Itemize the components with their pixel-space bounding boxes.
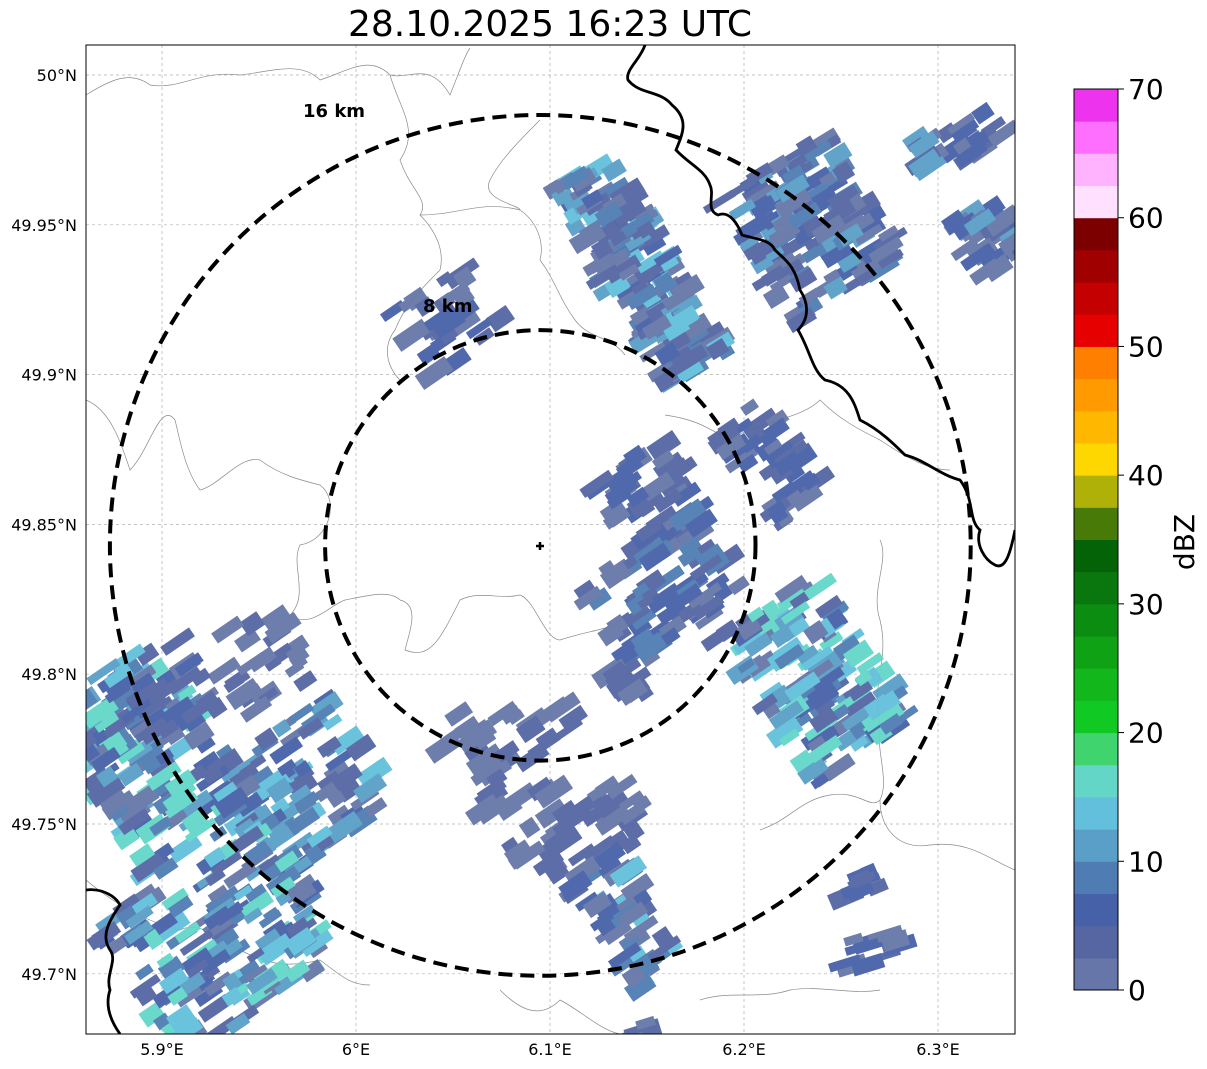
- colorbar-swatch: [1074, 121, 1118, 154]
- country-border: [86, 45, 1015, 1034]
- colorbar-swatch: [1074, 282, 1118, 315]
- colorbar-tick-label: 70: [1128, 73, 1164, 106]
- colorbar-swatch: [1074, 378, 1118, 412]
- range-ring-16km: [107, 112, 973, 978]
- colorbar-tick-label: 0: [1128, 974, 1146, 1007]
- colorbar-swatches: [1074, 89, 1118, 991]
- longitude-tick-labels: 5.9°E 6°E 6.1°E 6.2°E 6.3°E: [140, 1040, 960, 1059]
- radar-site-marker: [536, 542, 544, 550]
- lat-tick-label: 49.95°N: [11, 216, 77, 235]
- colorbar-tick-label: 60: [1128, 202, 1164, 235]
- colorbar-swatch: [1074, 346, 1118, 380]
- colorbar-swatch: [1074, 571, 1118, 605]
- colorbar-tick-label: 30: [1128, 588, 1164, 621]
- colorbar-swatch: [1074, 153, 1118, 187]
- colorbar-swatch: [1074, 475, 1118, 508]
- colorbar-frame: [1073, 88, 1119, 991]
- colorbar-swatch: [1074, 185, 1118, 219]
- colorbar-swatch: [1074, 668, 1118, 701]
- lat-tick-label: 50°N: [37, 66, 77, 85]
- lon-tick-label: 5.9°E: [140, 1040, 184, 1059]
- colorbar-swatch: [1074, 861, 1118, 894]
- colorbar-swatch: [1074, 442, 1118, 476]
- colorbar-swatch: [1074, 217, 1118, 251]
- lon-tick-label: 6.1°E: [528, 1040, 572, 1059]
- map-title: 28.10.2025 16:23 UTC: [347, 4, 753, 45]
- colorbar-swatch: [1074, 829, 1118, 862]
- latitude-tick-labels: 50°N 49.95°N 49.9°N 49.85°N 49.8°N 49.75°N 49.…: [11, 66, 77, 984]
- lon-tick-label: 6.2°E: [722, 1040, 766, 1059]
- range-rings: [107, 112, 973, 978]
- colorbar-swatch: [1074, 700, 1118, 734]
- range-ring-16km-label: 16 km: [303, 101, 365, 122]
- colorbar-swatch: [1074, 249, 1118, 283]
- reflectivity-echoes: [86, 101, 1015, 1034]
- colorbar-swatch: [1074, 796, 1118, 830]
- gridlines: [86, 45, 1015, 1034]
- lat-tick-label: 49.8°N: [21, 665, 77, 684]
- plot-frame: [85, 44, 1016, 1035]
- colorbar-swatch: [1074, 732, 1118, 766]
- range-ring-8km: [323, 328, 758, 763]
- colorbar-swatch: [1074, 89, 1118, 122]
- colorbar-swatch: [1074, 410, 1118, 444]
- colorbar-swatch: [1074, 636, 1118, 669]
- colorbar-swatch: [1074, 957, 1118, 991]
- colorbar-tick-label: 10: [1128, 845, 1164, 878]
- colorbar-label: dBZ: [1168, 514, 1201, 570]
- colorbar-swatch: [1074, 764, 1118, 798]
- colorbar-tick-label: 20: [1128, 717, 1164, 750]
- colorbar-tick-labels: 0 10 20 30 40 50 60 70: [1118, 73, 1164, 1007]
- lat-tick-label: 49.7°N: [21, 965, 77, 984]
- lat-tick-label: 49.75°N: [11, 815, 77, 834]
- colorbar-swatch: [1074, 539, 1118, 573]
- lon-tick-label: 6.3°E: [916, 1040, 960, 1059]
- colorbar-swatch: [1074, 314, 1118, 347]
- lat-tick-label: 49.9°N: [21, 366, 77, 385]
- colorbar-swatch: [1074, 893, 1118, 927]
- colorbar-swatch: [1074, 603, 1118, 637]
- colorbar-tick-label: 50: [1128, 330, 1164, 363]
- colorbar-swatch: [1074, 925, 1118, 959]
- range-ring-8km-label: 8 km: [423, 296, 473, 317]
- lat-tick-label: 49.85°N: [11, 515, 77, 534]
- colorbar-tick-label: 40: [1128, 459, 1164, 492]
- lon-tick-label: 6°E: [342, 1040, 370, 1059]
- colorbar-swatch: [1074, 507, 1118, 540]
